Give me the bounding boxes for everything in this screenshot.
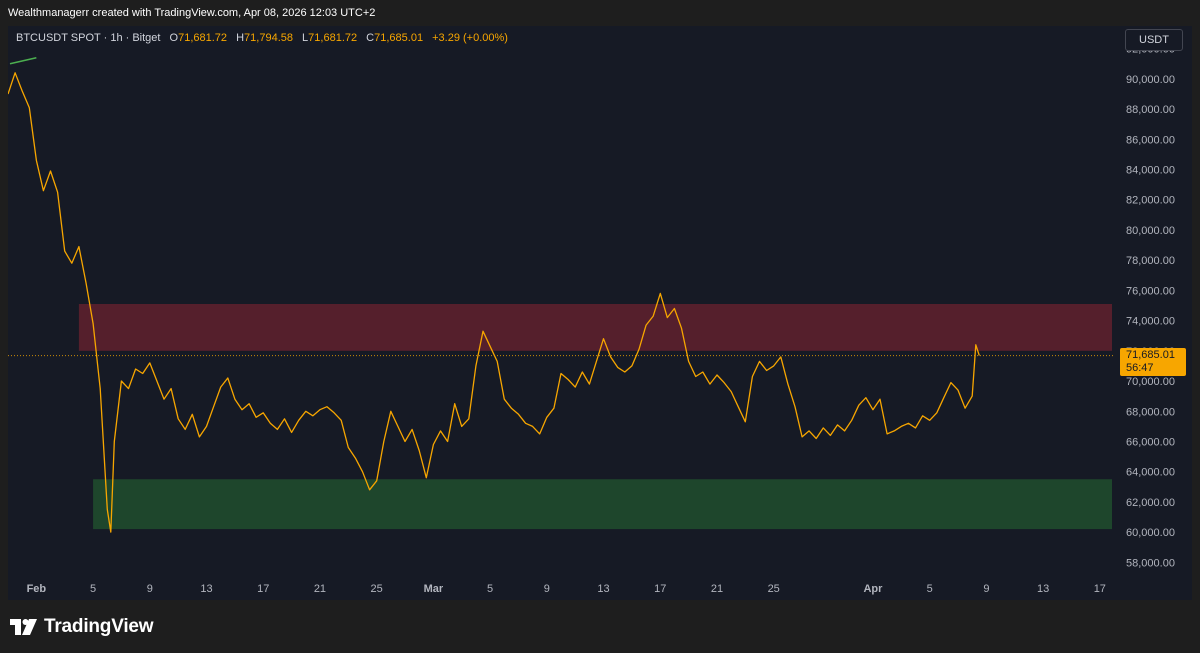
x-tick-label: 5 xyxy=(927,583,933,595)
price-chart[interactable]: 58,000.00 60,000.00 62,000.00 64,000.00 66,0… xyxy=(8,26,1192,600)
y-tick-label: 90,000.00 xyxy=(1126,74,1175,86)
low-value: 71,681.72 xyxy=(308,32,358,44)
last-price-value: 71,685.01 xyxy=(1126,349,1175,361)
y-tick-label: 60,000.00 xyxy=(1126,527,1175,539)
footer-branding[interactable]: TradingView xyxy=(10,614,154,640)
y-tick-label: 66,000.00 xyxy=(1126,436,1175,448)
x-tick-label: 13 xyxy=(1037,583,1049,595)
x-tick-label: Mar xyxy=(424,583,444,595)
x-tick-label: Feb xyxy=(27,583,47,595)
x-tick-label: Apr xyxy=(863,583,883,595)
bar-countdown: 56:47 xyxy=(1126,362,1154,374)
x-tick-label: 9 xyxy=(544,583,550,595)
y-tick-label: 68,000.00 xyxy=(1126,406,1175,418)
high-value: 71,794.58 xyxy=(244,32,293,44)
tradingview-logo-icon xyxy=(10,619,37,635)
y-tick-label: 84,000.00 xyxy=(1126,165,1175,177)
y-tick-label: 64,000.00 xyxy=(1126,467,1175,479)
y-tick-label: 78,000.00 xyxy=(1126,255,1175,267)
y-tick-label: 82,000.00 xyxy=(1126,195,1175,207)
x-tick-label: 5 xyxy=(90,583,96,595)
x-tick-label: 25 xyxy=(768,583,780,595)
price-series-line xyxy=(8,72,980,533)
x-tick-label: 9 xyxy=(983,583,989,595)
x-tick-label: 9 xyxy=(147,583,153,595)
y-tick-label: 86,000.00 xyxy=(1126,134,1175,146)
x-tick-label: 17 xyxy=(1094,583,1106,595)
chart-credit: Wealthmanagerr created with TradingView.… xyxy=(8,7,376,19)
trend-line xyxy=(9,56,37,65)
y-tick-label: 80,000.00 xyxy=(1126,225,1175,237)
resistance-zone xyxy=(78,303,1112,351)
chart-area[interactable]: 58,000.00 60,000.00 62,000.00 64,000.00 66,0… xyxy=(8,26,1192,600)
brand-name: TradingView xyxy=(44,616,154,637)
close-value: 71,685.01 xyxy=(374,32,424,44)
x-tick-label: 21 xyxy=(711,583,723,595)
x-tick-label: 21 xyxy=(314,583,326,595)
low-label: L xyxy=(302,32,309,44)
y-tick-label: 70,000.00 xyxy=(1126,376,1175,388)
x-tick-label: 13 xyxy=(200,583,212,595)
y-tick-label: 74,000.00 xyxy=(1126,316,1175,328)
y-tick-label: 76,000.00 xyxy=(1126,285,1175,297)
open-label: O xyxy=(169,32,179,44)
y-tick-label: 88,000.00 xyxy=(1126,104,1175,116)
x-tick-label: 25 xyxy=(371,583,383,595)
x-tick-label: 17 xyxy=(654,583,666,595)
last-price-tag: 71,685.01 56:47 xyxy=(1120,348,1186,376)
x-tick-label: 5 xyxy=(487,583,493,595)
y-tick-label: 62,000.00 xyxy=(1126,497,1175,509)
open-value: 71,681.72 xyxy=(178,32,228,44)
close-label: C xyxy=(366,32,375,44)
change-value: +3.29 (+0.00%) xyxy=(432,32,508,44)
symbol-legend: BTCUSDT SPOT · 1h · Bitget O71,681.72 H7… xyxy=(16,32,514,44)
y-tick-label: 58,000.00 xyxy=(1126,557,1175,569)
symbol-name[interactable]: BTCUSDT SPOT · 1h · Bitget xyxy=(16,32,161,44)
x-tick-label: 17 xyxy=(257,583,269,595)
x-tick-label: 13 xyxy=(597,583,609,595)
support-zone xyxy=(93,479,1113,530)
currency-button[interactable]: USDT xyxy=(1125,29,1183,51)
high-label: H xyxy=(236,32,245,44)
